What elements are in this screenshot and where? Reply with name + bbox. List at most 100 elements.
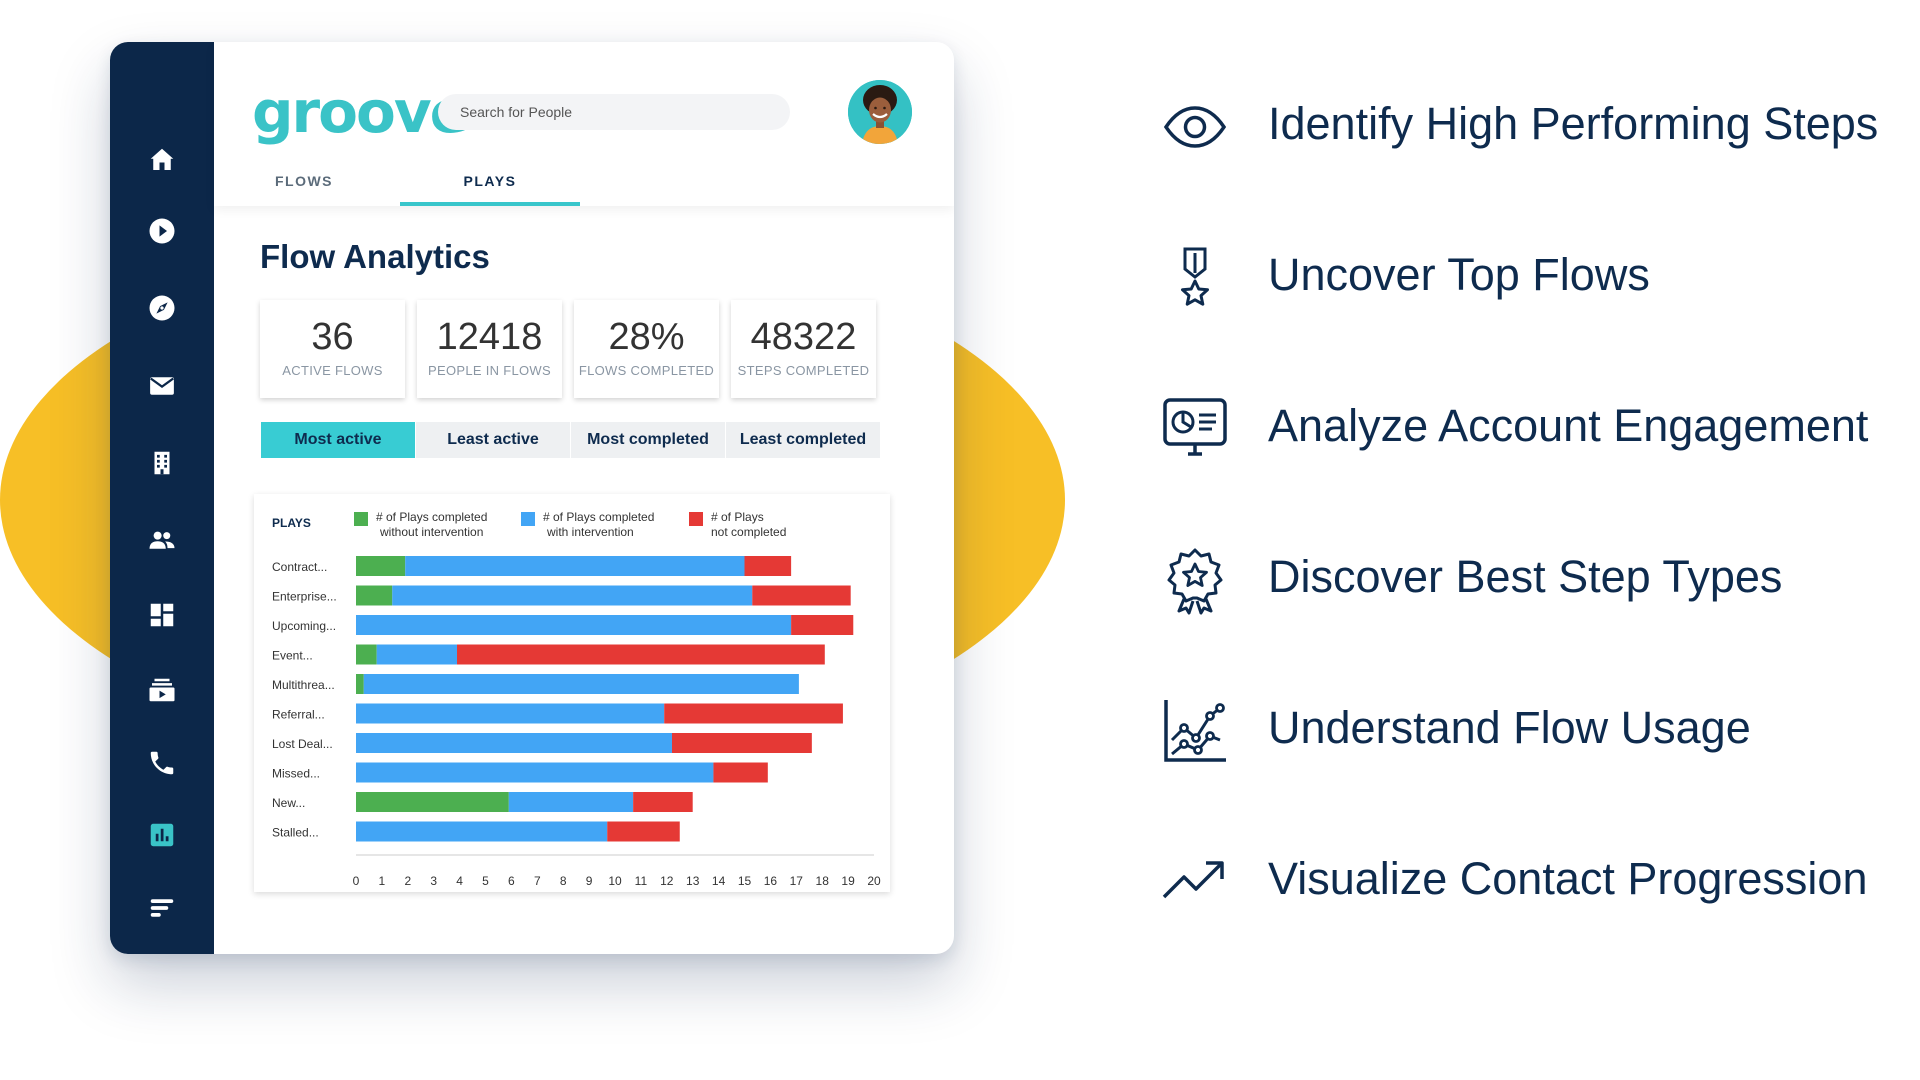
x-tick-label: 12	[660, 874, 674, 888]
legend-label: # of Plays completed	[543, 510, 654, 524]
legend-label: not completed	[711, 525, 786, 539]
bar-segment	[356, 615, 792, 635]
bar-segment	[392, 585, 753, 606]
building-icon[interactable]	[145, 446, 179, 480]
bar-segment	[744, 556, 792, 576]
filter-most-active[interactable]: Most active	[261, 422, 416, 458]
phone-icon[interactable]	[145, 746, 179, 780]
home-icon[interactable]	[145, 143, 179, 177]
avatar-portrait-icon	[848, 80, 912, 144]
compass-icon[interactable]	[145, 291, 179, 325]
bar-segment	[356, 644, 377, 665]
play-icon[interactable]	[145, 214, 179, 248]
x-tick-label: 16	[764, 874, 778, 888]
chart-category-header: PLAYS	[272, 516, 311, 530]
legend-swatch	[354, 512, 368, 526]
dashboard-icon[interactable]	[145, 598, 179, 632]
stack-icon[interactable]	[145, 673, 179, 707]
search-input[interactable]	[438, 94, 790, 130]
legend-label: without intervention	[379, 525, 483, 539]
stat-card-flows-completed: 28% FLOWS COMPLETED	[574, 300, 719, 398]
analytics-icon[interactable]	[145, 818, 179, 852]
x-tick-label: 17	[790, 874, 804, 888]
category-label: Lost Deal...	[272, 737, 333, 751]
bar-segment	[356, 703, 665, 724]
x-tick-label: 7	[534, 874, 541, 888]
user-avatar[interactable]	[848, 80, 912, 144]
x-tick-label: 0	[353, 874, 360, 888]
bar-segment	[405, 556, 745, 576]
stat-label: PEOPLE IN FLOWS	[428, 363, 551, 378]
bar-segment	[363, 674, 799, 694]
x-tick-label: 5	[482, 874, 489, 888]
bar-segment	[713, 762, 768, 783]
benefit-text: Uncover Top Flows	[1268, 249, 1650, 300]
bar-segment	[791, 615, 854, 635]
bar-segment	[356, 821, 608, 842]
x-tick-label: 15	[738, 874, 752, 888]
bar-segment	[356, 674, 364, 694]
x-tick-label: 19	[841, 874, 855, 888]
bar-segment	[356, 733, 672, 753]
benefit-item: Analyze Account Engagement	[1160, 386, 1920, 466]
benefit-text: Understand Flow Usage	[1268, 702, 1751, 753]
tab-plays[interactable]: PLAYS	[400, 168, 580, 206]
award-ribbon-icon	[1181, 247, 1209, 306]
x-tick-label: 14	[712, 874, 726, 888]
category-label: Stalled...	[272, 826, 319, 840]
benefit-text: Analyze Account Engagement	[1268, 400, 1869, 451]
benefit-item: Identify High Performing Steps	[1160, 84, 1920, 164]
people-icon[interactable]	[145, 523, 179, 557]
legend-label: # of Plays completed	[376, 510, 487, 524]
bar-segment	[607, 821, 680, 842]
bar-segment	[671, 733, 812, 753]
sidebar-nav	[110, 42, 214, 954]
category-label: Multithrea...	[272, 678, 335, 692]
main-content: groove FLOWS PLAYS Flow Analytics 36	[214, 42, 954, 954]
legend-label: # of Plays	[711, 510, 764, 524]
benefit-item: Understand Flow Usage	[1160, 688, 1920, 768]
stat-label: FLOWS COMPLETED	[578, 363, 715, 378]
badge-star-icon	[1167, 548, 1223, 615]
stat-value: 12418	[436, 316, 543, 358]
benefit-text: Discover Best Step Types	[1268, 551, 1783, 602]
tab-flows[interactable]: FLOWS	[274, 173, 334, 189]
eye-icon	[1163, 106, 1227, 148]
category-label: Contract...	[272, 560, 327, 574]
category-label: New...	[272, 796, 305, 810]
x-tick-label: 4	[456, 874, 463, 888]
x-tick-label: 8	[560, 874, 567, 888]
x-tick-label: 11	[635, 874, 648, 888]
trend-arrow-icon	[1162, 861, 1224, 899]
bar-segment	[356, 762, 714, 783]
bar-segment	[508, 792, 634, 812]
category-label: Missed...	[272, 767, 320, 781]
page-title: Flow Analytics	[260, 238, 490, 275]
bar-segment	[376, 644, 458, 665]
filter-least-active[interactable]: Least active	[416, 422, 571, 458]
benefit-text: Visualize Contact Progression	[1268, 853, 1868, 904]
app-window: groove FLOWS PLAYS Flow Analytics 36	[110, 42, 954, 954]
list-icon[interactable]	[145, 891, 179, 925]
plays-chart-card: PLAYS # of Plays completed without interve…	[254, 494, 890, 892]
bar-segment	[664, 703, 843, 724]
x-tick-label: 20	[867, 874, 881, 888]
legend-swatch	[521, 512, 535, 526]
benefit-text: Identify High Performing Steps	[1268, 98, 1879, 149]
mail-icon[interactable]	[145, 369, 179, 403]
stat-card-people-in-flows: 12418 PEOPLE IN FLOWS	[417, 300, 562, 398]
category-label: Enterprise...	[272, 590, 337, 604]
stat-label: STEPS COMPLETED	[737, 363, 870, 378]
presentation-chart-icon	[1163, 398, 1227, 456]
benefit-item: Visualize Contact Progression	[1160, 839, 1920, 919]
filter-least-completed[interactable]: Least completed	[726, 422, 881, 458]
category-label: Event...	[272, 649, 313, 663]
stat-value: 28%	[608, 316, 685, 358]
stat-card-active-flows: 36 ACTIVE FLOWS	[260, 300, 405, 398]
bar-segment	[752, 585, 851, 606]
benefit-item: Discover Best Step Types	[1160, 537, 1920, 617]
stat-value: 36	[311, 316, 354, 358]
x-tick-label: 18	[816, 874, 830, 888]
filter-most-completed[interactable]: Most completed	[571, 422, 726, 458]
